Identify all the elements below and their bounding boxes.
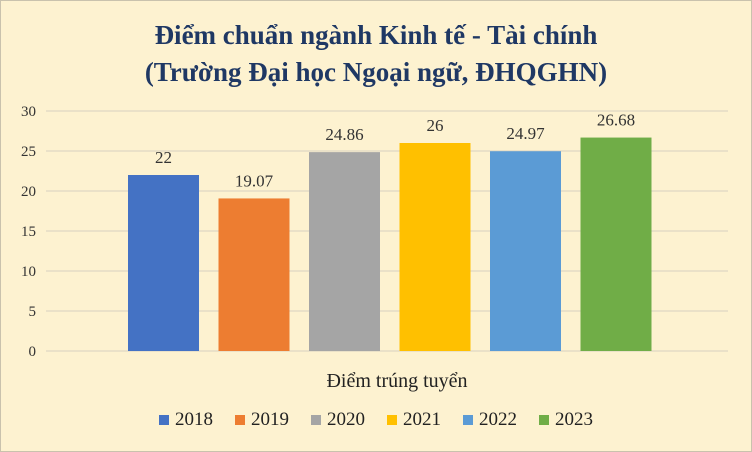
legend-swatch (539, 415, 549, 425)
data-label-2022: 24.97 (506, 124, 545, 143)
bar-2023 (580, 137, 652, 351)
legend-item-2019: 2019 (235, 409, 289, 431)
legend-label: 2021 (403, 409, 441, 430)
data-label-2021: 26 (427, 116, 444, 135)
data-label-2019: 19.07 (235, 171, 274, 190)
legend-swatch (159, 415, 169, 425)
legend-label: 2020 (327, 409, 365, 430)
x-axis-label: Điểm trúng tuyển (326, 370, 467, 392)
legend-swatch (463, 415, 473, 425)
y-tick-label: 30 (21, 104, 36, 120)
bar-2020 (309, 152, 380, 351)
bar-2018 (128, 175, 199, 351)
legend-item-2023: 2023 (539, 409, 593, 431)
data-label-2023: 26.68 (597, 111, 635, 130)
legend-label: 2022 (479, 409, 517, 430)
y-tick-label: 15 (21, 224, 36, 240)
legend-item-2018: 2018 (159, 409, 213, 431)
legend-item-2020: 2020 (311, 409, 365, 431)
chart-legend: 2018 2019 2020 2021 2022 2023 (1, 409, 751, 431)
data-label-2018: 22 (155, 148, 172, 167)
chart-subtitle: (Trường Đại học Ngoại ngữ, ĐHQGHN) (144, 57, 608, 87)
legend-label: 2023 (555, 409, 593, 430)
bar-2019 (218, 198, 290, 351)
bar-2021 (399, 143, 471, 351)
legend-item-2021: 2021 (387, 409, 441, 431)
legend-swatch (387, 415, 397, 425)
y-tick-label: 10 (21, 264, 36, 280)
legend-swatch (311, 415, 321, 425)
legend-item-2022: 2022 (463, 409, 517, 431)
chart-title: Điểm chuẩn ngành Kinh tế - Tài chính (154, 20, 598, 50)
y-tick-label: 20 (21, 184, 36, 200)
y-tick-label: 0 (29, 344, 37, 360)
legend-swatch (235, 415, 245, 425)
y-tick-label: 25 (21, 144, 36, 160)
data-label-2020: 24.86 (325, 125, 363, 144)
bar-2022 (490, 151, 561, 351)
y-tick-label: 5 (29, 304, 37, 320)
legend-label: 2019 (251, 409, 289, 430)
legend-label: 2018 (175, 409, 213, 430)
